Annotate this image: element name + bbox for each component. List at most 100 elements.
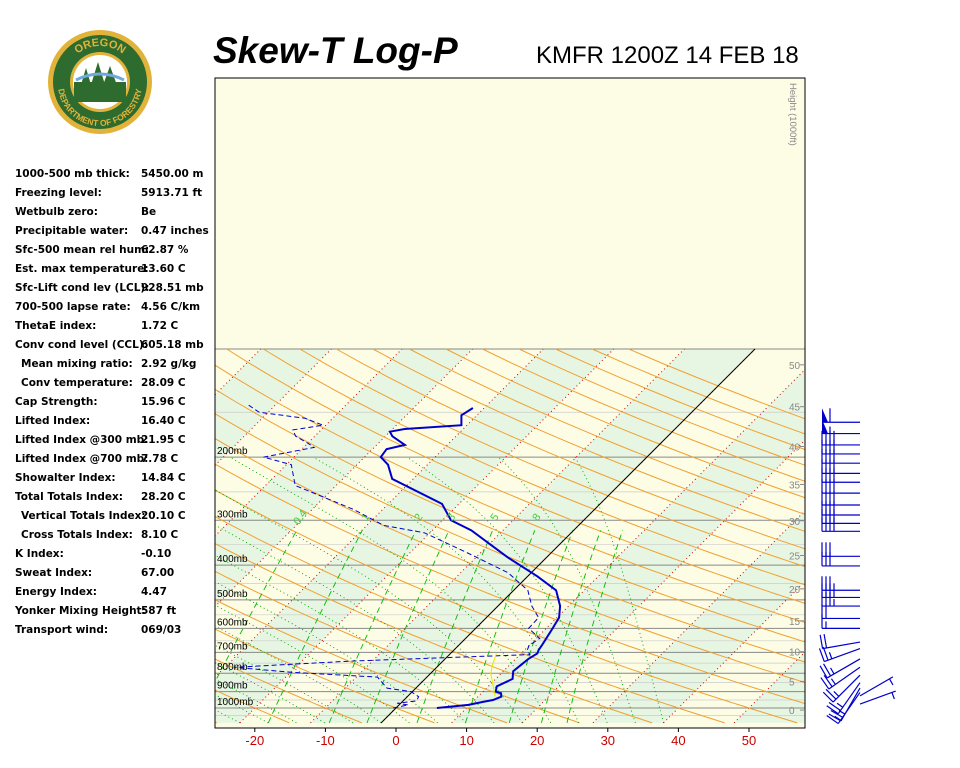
index-value: -0.10: [141, 548, 172, 560]
dry-adiabat-line: [215, 543, 653, 724]
wind-barb-staff: [822, 641, 861, 650]
index-value: 15.96 C: [141, 396, 186, 408]
temperature-tick-label: 10: [459, 733, 473, 748]
isotherm-line: [451, 368, 805, 724]
wind-barb: [821, 479, 860, 494]
index-row: Mean mixing ratio: 2.92 g/kg: [15, 358, 215, 377]
wind-barb: [821, 468, 860, 483]
wind-barb-staff: [859, 676, 894, 697]
wind-barb-feather: [828, 701, 841, 712]
index-value: 13.60 C: [141, 263, 186, 275]
mixing-ratio-label: 1: [359, 512, 372, 524]
wind-barb: [820, 666, 861, 690]
dry-adiabat-line: [336, 348, 805, 550]
index-label: Showalter Index:: [15, 472, 116, 484]
mixing-ratio-line: [366, 530, 450, 724]
mixing-ratio-label: 2: [412, 512, 425, 524]
index-label: Cross Totals Index:: [21, 529, 133, 541]
mixing-ratio-line: [416, 530, 494, 724]
wind-barb: [821, 592, 860, 607]
height-tick-label: 30: [789, 517, 801, 528]
pressure-label: 1000mb: [217, 697, 254, 708]
index-value: 4.56 C/km: [141, 301, 201, 313]
index-label: Total Totals Index:: [15, 491, 123, 503]
index-value: 14.84 C: [141, 472, 186, 484]
index-value: 605.18 mb: [141, 339, 204, 351]
index-row: Precipitable water: 0.47 inches: [15, 225, 215, 244]
parcel-profile-line: [490, 653, 497, 697]
height-tick-label: 45: [789, 403, 801, 414]
index-row: Conv temperature: 28.09 C: [15, 377, 215, 396]
wind-barb-feather: [822, 691, 834, 703]
wind-barb-half-feather: [838, 710, 846, 715]
index-value: 28.09 C: [141, 377, 186, 389]
plot-area: [215, 78, 805, 728]
dry-adiabat-line: [215, 413, 805, 663]
wind-barb-feather: [823, 634, 828, 649]
index-label: Energy Index:: [15, 586, 97, 598]
wind-barb-feather: [822, 646, 829, 661]
index-row: Sweat Index: 67.00: [15, 567, 215, 586]
wind-barb-feather: [825, 688, 837, 700]
isotherm-line: [310, 348, 685, 724]
isotherm-line: [592, 510, 805, 724]
index-value: 67.00: [141, 567, 175, 579]
wind-barb: [821, 501, 860, 516]
moist-adiabat-line: [215, 554, 467, 724]
wind-barb: [821, 614, 860, 629]
moist-adiabat-line: [215, 625, 382, 724]
index-row: Transport wind: 069/03: [15, 624, 215, 643]
wind-barb: [821, 459, 860, 474]
mixing-ratio-line: [328, 530, 417, 724]
wind-barb: [822, 674, 861, 703]
dry-adiabat-line: [226, 348, 805, 604]
index-row: Sfc-Lift cond lev (LCL): 928.51 mb: [15, 282, 215, 301]
wind-barb-feather: [830, 709, 844, 719]
dewpoint-profile-line: [234, 404, 541, 709]
wind-barb-half-feather: [834, 715, 841, 721]
wind-barb-half-feather: [836, 702, 844, 708]
index-row: 700-500 lapse rate: 4.56 C/km: [15, 301, 215, 320]
temperature-tick-label: 0: [392, 733, 399, 748]
index-value: 069/03: [141, 624, 182, 636]
wind-barb-staff: [826, 658, 861, 679]
wind-barb: [826, 682, 861, 715]
index-label: 1000-500 mb thick:: [15, 168, 130, 180]
dry-adiabat-line: [263, 348, 805, 586]
isotherm-line: [215, 348, 332, 467]
index-label: Conv cond level (CCL):: [15, 339, 148, 351]
index-row: Vertical Totals Index: 20.10 C: [15, 510, 215, 529]
wind-barb-feather: [826, 705, 839, 715]
index-value: 28.20 C: [141, 491, 186, 503]
dry-adiabat-line: [299, 348, 805, 568]
index-row: Energy Index: 4.47: [15, 586, 215, 605]
index-label: Sfc-500 mean rel hum:: [15, 244, 150, 256]
index-row: Total Totals Index: 28.20 C: [15, 491, 215, 510]
isotherm-line: [663, 580, 805, 724]
index-value: 16.40 C: [141, 415, 186, 427]
index-row: Conv cond level (CCL): 605.18 mb: [15, 339, 215, 358]
index-row: Showalter Index: 14.84 C: [15, 472, 215, 491]
index-row: Yonker Mixing Height: 587 ft: [15, 605, 215, 624]
index-row: Cap Strength: 15.96 C: [15, 396, 215, 415]
index-label: Lifted Index @300 mb:: [15, 434, 149, 446]
mixing-ratio-line: [267, 530, 363, 724]
index-label: Cap Strength:: [15, 396, 98, 408]
wind-barb: [826, 692, 861, 725]
height-tick-label: 20: [789, 585, 801, 596]
index-row: 1000-500 mb thick: 5450.00 m: [15, 168, 215, 187]
index-label: Yonker Mixing Height:: [15, 605, 146, 617]
index-row: Lifted Index @300 mb: 21.95 C: [15, 434, 215, 453]
index-row: Sfc-500 mean rel hum: 62.87 %: [15, 244, 215, 263]
index-label: Conv temperature:: [21, 377, 133, 389]
wind-barb-flag: [822, 419, 828, 434]
index-value: 928.51 mb: [141, 282, 204, 294]
index-row: Wetbulb zero: Be: [15, 206, 215, 225]
wind-barb-staff: [859, 690, 896, 705]
dry-adiabat-line: [215, 599, 508, 724]
index-value: 587 ft: [141, 605, 177, 617]
wind-barb: [818, 646, 861, 663]
index-label: ThetaE index:: [15, 320, 97, 332]
moist-adiabat-line: [215, 524, 495, 724]
